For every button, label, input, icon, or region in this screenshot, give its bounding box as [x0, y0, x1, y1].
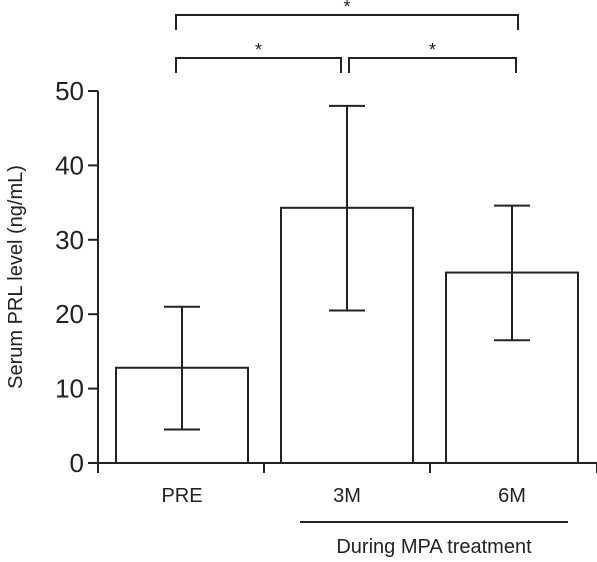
significance-bracket — [348, 57, 517, 73]
y-tick-label: 40 — [55, 150, 84, 180]
y-tick-label: 30 — [55, 225, 84, 255]
x-tick-label: PRE — [161, 485, 202, 507]
group-label: During MPA treatment — [336, 536, 532, 558]
x-tick-label: 6M — [498, 485, 526, 507]
significance-label: * — [255, 40, 262, 60]
significance-bracket — [175, 14, 519, 30]
y-tick-label: 0 — [70, 448, 84, 478]
y-tick-label: 10 — [55, 374, 84, 404]
y-axis-title: Serum PRL level (ng/mL) — [5, 165, 27, 389]
x-tick-label: 3M — [333, 485, 361, 507]
significance-label: * — [343, 0, 350, 17]
significance-bracket — [175, 57, 342, 73]
significance-label: * — [429, 40, 436, 60]
y-tick-label: 50 — [55, 76, 84, 106]
y-tick-label: 20 — [55, 299, 84, 329]
